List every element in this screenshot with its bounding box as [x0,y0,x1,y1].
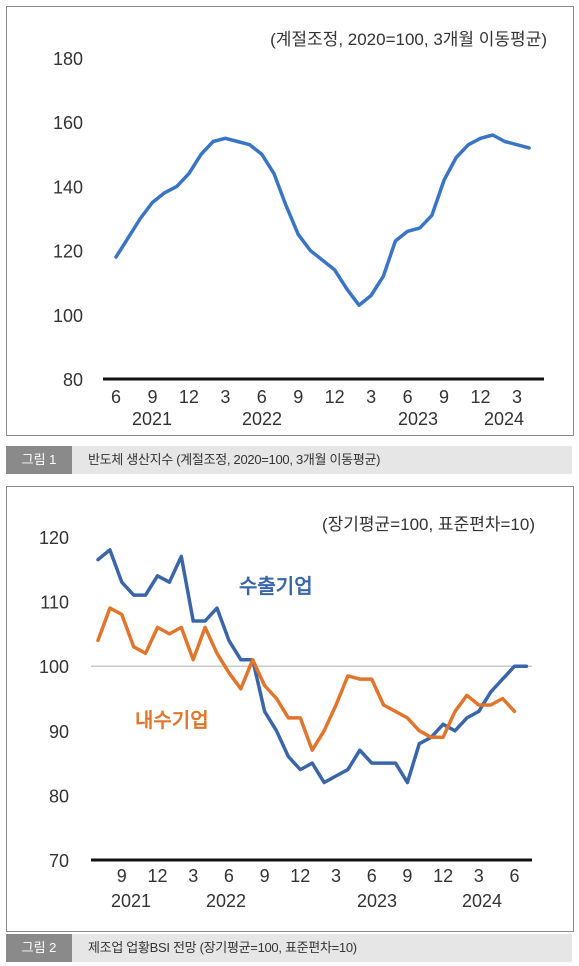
series-line-1 [114,133,531,307]
x-tick-label: 3 [512,387,522,407]
y-tick-label: 90 [49,722,69,742]
y-tick-label: 80 [63,370,83,390]
caption-figure-2: 그림 2 제조업 업황BSI 전망 (장기평균=100, 표준편차=10) [6,934,572,962]
x-tick-label: 6 [509,866,519,886]
y-tick-label: 140 [53,177,83,197]
x-tick-label: 6 [403,387,413,407]
year-label: 2022 [206,891,246,911]
y-tick-label: 180 [53,49,83,69]
y-tick-label: 120 [53,242,83,262]
caption-label: 그림 1 [6,446,72,474]
x-tick-label: 12 [433,866,453,886]
x-tick-label: 9 [293,387,303,407]
caption-text: 반도체 생산지수 (계절조정, 2020=100, 3개월 이동평균) [88,452,381,467]
x-tick-label: 6 [257,387,267,407]
chart-note: (계절조정, 2020=100, 3개월 이동평균) [270,30,547,49]
year-label: 2021 [132,409,172,429]
x-tick-label: 3 [474,866,484,886]
year-label: 2024 [484,409,524,429]
year-label: 2021 [111,891,151,911]
chart-bsi-outlook: (장기평균=100, 표준편차=10) 120 110 100 90 80 70 9 12 3… [39,515,535,911]
year-label: 2022 [242,409,282,429]
x-tick-label: 3 [220,387,230,407]
year-label: 2023 [357,891,397,911]
y-tick-label: 160 [53,113,83,133]
year-label: 2024 [462,891,502,911]
series-line-1 [96,548,529,785]
x-tick-label: 9 [402,866,412,886]
chart-production-index: (계절조정, 2020=100, 3개월 이동평균) 180 160 140 120 1… [53,30,547,429]
y-tick-label: 80 [49,786,69,806]
x-tick-label: 6 [367,866,377,886]
x-tick-label: 6 [224,866,234,886]
x-tick-label: 12 [470,387,490,407]
x-tick-label: 3 [331,866,341,886]
y-tick-label: 70 [49,851,69,871]
year-label: 2023 [398,409,438,429]
x-tick-label: 12 [325,387,345,407]
x-tick-label: 6 [111,387,121,407]
x-tick-label: 9 [117,866,127,886]
chart-note: (장기평균=100, 표준편차=10) [322,515,535,534]
caption-text: 제조업 업황BSI 전망 (장기평균=100, 표준편차=10) [88,940,357,955]
series-line-2 [96,606,517,752]
caption-label: 그림 2 [6,934,72,962]
x-tick-label: 9 [147,387,157,407]
y-tick-label: 100 [53,306,83,326]
caption-figure-1: 그림 1 반도체 생산지수 (계절조정, 2020=100, 3개월 이동평균) [6,446,572,474]
x-tick-label: 9 [439,387,449,407]
series-label-export: 수출기업 [239,575,313,598]
y-tick-label: 100 [39,657,69,677]
x-tick-label: 9 [260,866,270,886]
x-tick-label: 3 [188,866,198,886]
x-tick-label: 12 [290,866,310,886]
x-tick-label: 3 [366,387,376,407]
y-tick-label: 110 [40,593,69,613]
series-label-domestic: 내수기업 [135,709,209,732]
x-tick-label: 12 [147,866,167,886]
y-tick-label: 120 [39,528,69,548]
chart-panel-production-index: (계절조정, 2020=100, 3개월 이동평균) 180 160 140 120 1… [6,6,574,436]
x-tick-label: 12 [179,387,199,407]
chart-panel-bsi: (장기평균=100, 표준편차=10) 120 110 100 90 80 70 9 12 3… [6,486,574,932]
